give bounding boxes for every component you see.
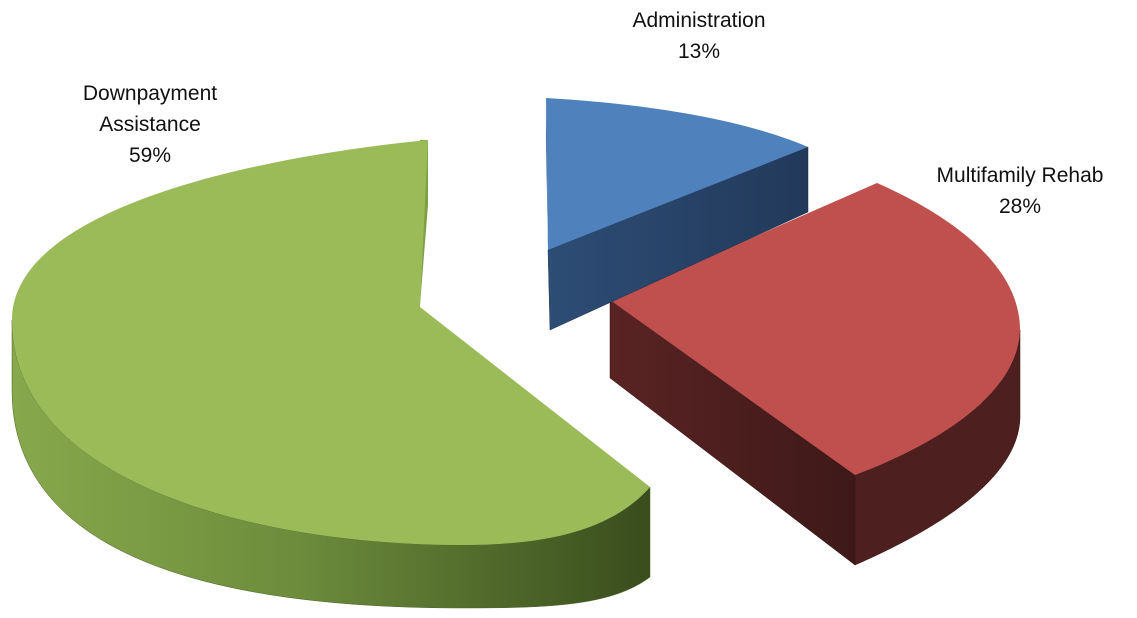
pie-slice-administration [546, 98, 809, 331]
label-downpayment-assistance: Downpayment Assistance 59% [50, 78, 250, 171]
label-downpayment-assistance-line1: Downpayment [82, 82, 218, 105]
label-multifamily-rehab-name: Multifamily Rehab [936, 164, 1104, 187]
label-multifamily-rehab-value: 28% [998, 195, 1042, 218]
label-administration-value: 13% [677, 40, 721, 63]
pie-slice-multifamily-rehab [609, 183, 1021, 566]
label-multifamily-rehab: Multifamily Rehab 28% [905, 160, 1135, 222]
slice-top-administration [546, 98, 808, 250]
slice-top-downpayment-assistance [12, 140, 650, 545]
label-downpayment-assistance-line2: Assistance [99, 113, 201, 136]
slice-top-multifamily-rehab [610, 183, 1020, 475]
label-administration: Administration 13% [599, 5, 799, 67]
pie-slice-downpayment-assistance [11, 140, 651, 609]
label-downpayment-assistance-value: 59% [128, 144, 172, 167]
label-administration-name: Administration [632, 9, 766, 32]
